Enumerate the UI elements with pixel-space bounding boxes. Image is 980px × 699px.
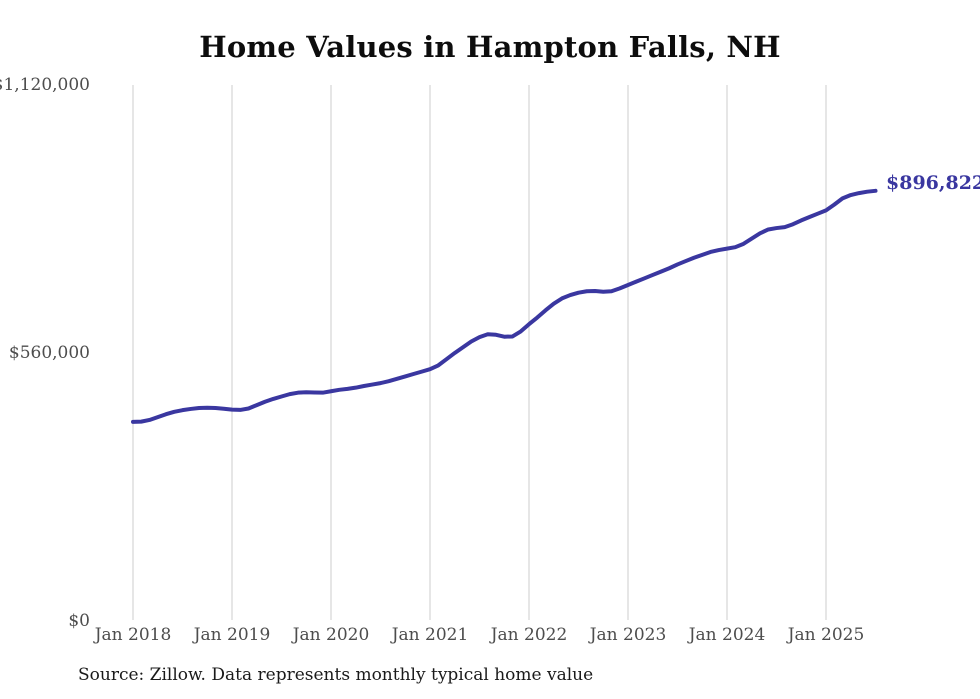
x-axis-tick-label: Jan 2024: [687, 625, 766, 645]
home-value-line: [131, 188, 878, 424]
x-axis-tick-label: Jan 2019: [192, 625, 271, 645]
x-axis-tick-label: Jan 2023: [588, 625, 667, 645]
x-axis-tick-label: Jan 2020: [291, 625, 370, 645]
x-axis-tick-label: Jan 2022: [489, 625, 568, 645]
x-axis-tick-label: Jan 2018: [93, 625, 172, 645]
chart-title: Home Values in Hampton Falls, NH: [199, 30, 781, 64]
y-axis-tick-label: $0: [68, 611, 90, 631]
x-axis-tick-label: Jan 2021: [390, 625, 469, 645]
x-axis-tick-label: Jan 2025: [786, 625, 865, 645]
line-chart-plot: Jan 2018 Jan 2019 Jan 2020 Jan 2021 Jan 2022…: [0, 75, 878, 645]
latest-value-label: $896,822: [886, 172, 980, 194]
source-note: Source: Zillow. Data represents monthly …: [78, 665, 594, 685]
y-axis-tick-label: $560,000: [9, 343, 90, 363]
y-axis-tick-label: $1,120,000: [0, 75, 90, 95]
